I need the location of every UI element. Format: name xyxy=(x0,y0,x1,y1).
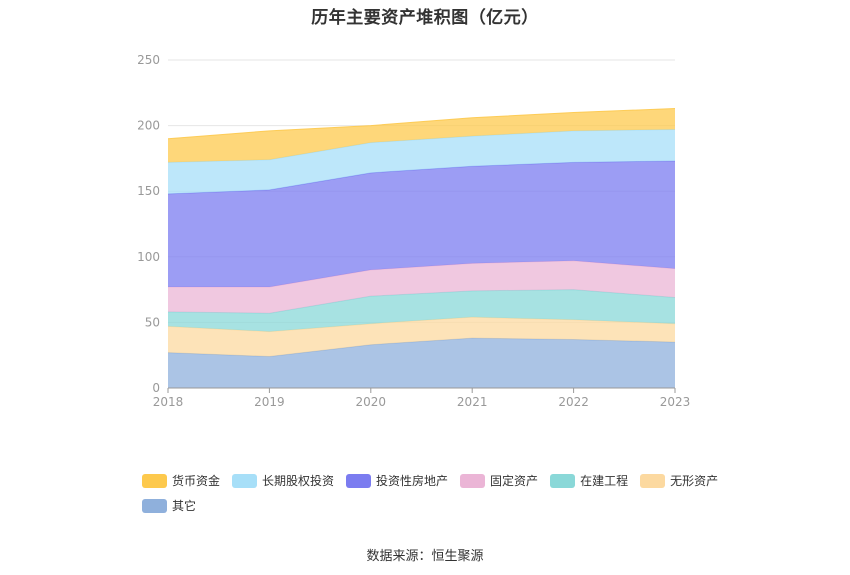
legend-swatch xyxy=(142,498,167,513)
legend-label: 其它 xyxy=(172,499,197,513)
area-line-6 xyxy=(167,108,676,140)
area-series-3 xyxy=(168,260,675,314)
x-tick-label: 2023 xyxy=(660,395,691,409)
y-tick-label: 0 xyxy=(152,381,160,395)
legend-label: 投资性房地产 xyxy=(376,474,449,488)
y-tick-label: 250 xyxy=(137,53,160,67)
legend-item[interactable]: 固定资产 xyxy=(460,472,538,489)
area-series-6 xyxy=(168,108,675,163)
x-tick-label: 2020 xyxy=(356,395,387,409)
legend-item[interactable]: 长期股权投资 xyxy=(232,472,334,489)
x-tick-label: 2022 xyxy=(558,395,589,409)
legend-label: 长期股权投资 xyxy=(262,474,335,488)
area-series-2 xyxy=(168,289,675,332)
y-tick-label: 100 xyxy=(137,250,160,264)
legend-label: 货币资金 xyxy=(172,474,221,488)
legend-swatch xyxy=(640,473,666,488)
legend-swatch xyxy=(460,473,486,488)
y-tick-label: 200 xyxy=(137,119,160,133)
x-tick-label: 2021 xyxy=(457,395,488,409)
legend-label: 无形资产 xyxy=(670,474,719,488)
legend-swatch xyxy=(550,473,576,488)
chart-legend: 货币资金 长期股权投资 投资性房地产 固定资产 在建工程 无形资产其它 xyxy=(142,472,742,514)
legend-item[interactable]: 其它 xyxy=(142,497,196,514)
area-series-5 xyxy=(168,129,675,194)
legend-item[interactable]: 投资性房地产 xyxy=(346,472,448,489)
legend-item[interactable]: 在建工程 xyxy=(550,472,628,489)
y-tick-label: 150 xyxy=(137,184,160,198)
legend-item[interactable]: 货币资金 xyxy=(142,472,220,489)
x-tick-label: 2019 xyxy=(254,395,285,409)
legend-label: 固定资产 xyxy=(490,474,539,488)
chart-title: 历年主要资产堆积图（亿元） xyxy=(311,8,539,28)
legend-swatch xyxy=(142,473,167,488)
area-series-0 xyxy=(168,338,675,388)
legend-swatch xyxy=(346,473,372,488)
area-series-1 xyxy=(168,317,675,357)
x-tick-label: 2018 xyxy=(153,395,184,409)
legend-item[interactable]: 无形资产 xyxy=(640,472,718,489)
area-series-4 xyxy=(168,161,675,287)
source-note: 数据来源：恒生聚源 xyxy=(366,549,484,564)
legend-swatch xyxy=(232,473,258,488)
legend-label: 在建工程 xyxy=(580,474,629,488)
y-tick-label: 50 xyxy=(145,315,160,329)
